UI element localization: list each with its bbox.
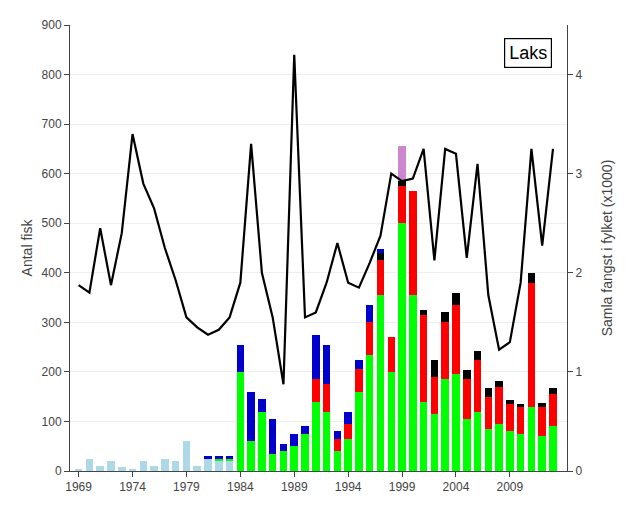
- svg-text:0: 0: [575, 464, 582, 478]
- svg-text:800: 800: [42, 68, 62, 82]
- svg-text:Samla fangst i fylket (x1000): Samla fangst i fylket (x1000): [599, 160, 615, 337]
- svg-text:4: 4: [575, 68, 582, 82]
- svg-text:Laks: Laks: [509, 43, 547, 63]
- svg-text:1: 1: [575, 365, 582, 379]
- svg-text:Antal fisk: Antal fisk: [19, 219, 35, 277]
- svg-text:1974: 1974: [119, 480, 146, 494]
- svg-text:1989: 1989: [281, 480, 308, 494]
- svg-text:100: 100: [42, 415, 62, 429]
- svg-text:0: 0: [55, 464, 62, 478]
- svg-text:500: 500: [42, 216, 62, 230]
- svg-text:700: 700: [42, 117, 62, 131]
- svg-text:400: 400: [42, 266, 62, 280]
- svg-text:2009: 2009: [497, 480, 524, 494]
- svg-text:600: 600: [42, 167, 62, 181]
- svg-text:1994: 1994: [335, 480, 362, 494]
- svg-text:1999: 1999: [389, 480, 416, 494]
- svg-text:1969: 1969: [65, 480, 92, 494]
- svg-text:300: 300: [42, 316, 62, 330]
- svg-text:200: 200: [42, 365, 62, 379]
- svg-text:900: 900: [42, 18, 62, 32]
- svg-text:2: 2: [575, 266, 582, 280]
- svg-text:1979: 1979: [173, 480, 200, 494]
- svg-text:3: 3: [575, 167, 582, 181]
- svg-text:1984: 1984: [227, 480, 254, 494]
- svg-text:2004: 2004: [443, 480, 470, 494]
